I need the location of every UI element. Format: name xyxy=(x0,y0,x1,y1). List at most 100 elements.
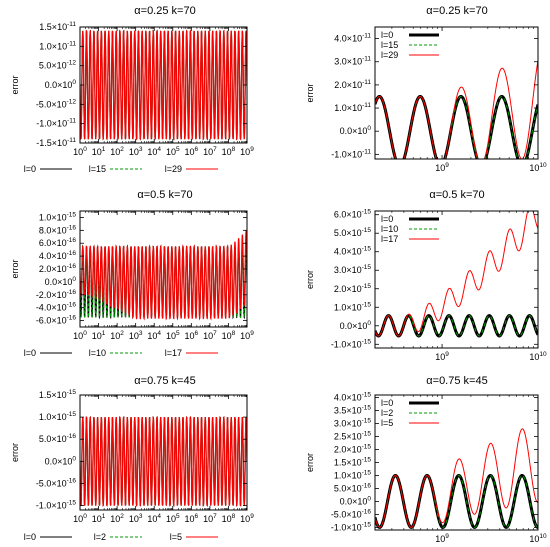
y-tick-label: 1.0×10-15 xyxy=(39,411,77,422)
x-tick-label: 105 xyxy=(166,513,180,524)
x-tick-label: 109 xyxy=(435,162,449,173)
y-tick-label: 2.5×10-15 xyxy=(334,431,372,442)
series-line-l10 xyxy=(375,315,538,337)
y-tick-label: 5.0×10-12 xyxy=(39,60,77,71)
x-tick-label: 106 xyxy=(185,513,199,524)
series-line-l15 xyxy=(375,95,538,159)
x-tick-label: 105 xyxy=(166,330,180,341)
legend: l=0 l=10 l=17 xyxy=(24,348,218,358)
legend: l=0l=2l=5 xyxy=(381,398,439,428)
legend-label: l=10 xyxy=(381,224,398,234)
y-tick-label: 3.0×10-11 xyxy=(334,56,371,67)
plot-frame xyxy=(374,210,539,349)
y-axis-label: error xyxy=(10,75,20,94)
legend-label: l=17 xyxy=(165,348,182,358)
x-tick-label: 104 xyxy=(147,513,161,524)
y-tick-label: -4.0×10-16 xyxy=(36,302,77,313)
y-tick-label: 0.0×100 xyxy=(45,79,77,90)
y-tick-label: 6.0×10-15 xyxy=(334,209,372,220)
x-tick-label: 103 xyxy=(129,146,143,157)
x-tick-label: 1010 xyxy=(529,351,547,362)
y-tick-label: 5.0×10-16 xyxy=(39,433,77,444)
y-tick-label: 3.5×10-15 xyxy=(334,405,372,416)
legend-label: l=17 xyxy=(381,234,398,244)
legend-label: l=5 xyxy=(170,532,182,542)
y-tick-label: 8.0×10-16 xyxy=(39,224,77,235)
legend: l=0l=10l=17 xyxy=(381,214,439,244)
legend-label: l=15 xyxy=(89,164,106,174)
series-group xyxy=(375,428,538,529)
y-tick-label: 1.0×10-15 xyxy=(334,301,372,312)
x-tick-label: 108 xyxy=(222,513,236,524)
y-tick-label: 5.0×10-16 xyxy=(334,482,372,493)
chart-a025_zoom: α=0.25 k=70 error 4.0×10-11 3.0×10-11 2.0×10… xyxy=(305,5,547,173)
y-tick-label: 6.0×10-16 xyxy=(39,237,77,248)
series-group xyxy=(80,416,247,507)
y-tick-label: 3.0×10-15 xyxy=(334,418,372,429)
y-tick-label: -1.0×10-15 xyxy=(36,500,77,511)
series-line-l5 xyxy=(80,416,247,507)
legend-label: l=0 xyxy=(24,348,36,358)
legend-label: l=15 xyxy=(381,40,398,50)
y-tick-label: -1.0×10-15 xyxy=(331,338,372,349)
legend-label: l=0 xyxy=(381,30,393,40)
x-tick-label: 104 xyxy=(147,146,161,157)
chart-title: α=0.75 k=45 xyxy=(134,375,195,387)
series-line-l29 xyxy=(80,29,247,141)
x-tick-label: 109 xyxy=(240,146,254,157)
x-tick-label: 101 xyxy=(92,146,106,157)
plot-frame xyxy=(374,26,539,160)
x-tick-label: 109 xyxy=(240,330,254,341)
chart-a025_long: α=0.25 k=70 error 1.5×10-11 1.0×10-11 5.0×10… xyxy=(10,5,254,174)
legend-label: l=29 xyxy=(165,164,182,174)
x-tick-label: 101 xyxy=(92,513,106,524)
y-tick-label: 2.0×10-15 xyxy=(334,444,372,455)
x-tick-label: 103 xyxy=(129,330,143,341)
legend: l=0l=15l=29 xyxy=(381,30,439,60)
y-tick-label: 2.0×10-16 xyxy=(39,263,77,274)
plot-frame xyxy=(79,394,248,511)
y-tick-label: 0.0×100 xyxy=(45,455,77,466)
y-tick-label: 1.0×10-15 xyxy=(334,469,372,480)
x-tick-label: 106 xyxy=(185,146,199,157)
y-tick-label: -1.5×10-11 xyxy=(36,137,76,148)
legend-label: l=2 xyxy=(381,408,393,418)
x-tick-label: 107 xyxy=(203,513,217,524)
legend: l=0 l=2 l=5 xyxy=(24,532,218,542)
x-tick-label: 102 xyxy=(110,330,124,341)
y-tick-label: -2.0×10-16 xyxy=(36,289,77,300)
y-tick-label: -6.0×10-16 xyxy=(36,315,77,326)
x-tick-label: 107 xyxy=(203,146,217,157)
y-axis-label: error xyxy=(305,270,315,289)
x-tick-label: 102 xyxy=(110,146,124,157)
y-tick-label: -1.0×10-15 xyxy=(331,521,372,532)
series-line-l5 xyxy=(375,428,538,528)
y-tick-label: 4.0×10-15 xyxy=(334,392,372,403)
y-tick-label: -5.0×10-16 xyxy=(36,477,77,488)
x-tick-label: 104 xyxy=(147,330,161,341)
x-tick-label: 100 xyxy=(73,330,87,341)
legend-label: l=0 xyxy=(24,532,36,542)
chart-title: α=0.75 k=45 xyxy=(426,375,487,387)
y-tick-label: 4.0×10-11 xyxy=(334,33,371,44)
y-tick-label: 0.0×100 xyxy=(340,125,372,136)
legend-label: l=29 xyxy=(381,50,398,60)
chart-a05_zoom: α=0.5 k=70 error 6.0×10-15 5.0×10-15 4.0×10-… xyxy=(305,189,547,362)
series-line-l0 xyxy=(375,94,538,159)
series-group xyxy=(80,230,247,321)
legend-label: l=10 xyxy=(89,348,106,358)
legend-label: l=2 xyxy=(94,532,106,542)
x-tick-label: 109 xyxy=(435,351,449,362)
y-tick-label: 4.0×10-16 xyxy=(39,250,77,261)
y-tick-label: -1.0×10-11 xyxy=(36,118,76,129)
x-tick-label: 103 xyxy=(129,513,143,524)
y-axis-label: error xyxy=(305,83,315,102)
y-tick-label: 0.0×100 xyxy=(340,320,372,331)
y-tick-label: 1.5×10-15 xyxy=(39,389,77,400)
series-group xyxy=(375,211,538,338)
x-tick-label: 107 xyxy=(203,330,217,341)
chart-title: α=0.5 k=70 xyxy=(137,189,192,201)
x-tick-label: 109 xyxy=(240,513,254,524)
